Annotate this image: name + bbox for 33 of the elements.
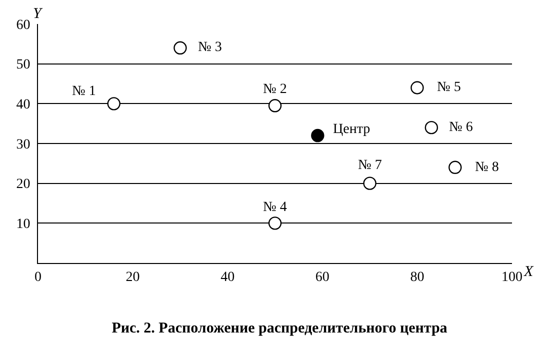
point <box>410 81 424 94</box>
point <box>107 97 120 110</box>
y-tick-label: 20 <box>16 177 30 192</box>
x-axis-title: X <box>523 264 534 280</box>
annotation: № 7 <box>358 158 382 173</box>
text: Рис. 2. Расположение распределительного центра <box>112 320 448 337</box>
y-tick-label: 50 <box>16 58 30 73</box>
annotation: № 1 <box>72 84 96 99</box>
y-axis-title: Y <box>33 6 43 22</box>
y-tick-label: 30 <box>16 137 30 152</box>
annotation: № 5 <box>437 80 461 95</box>
x-tick-label: 0 <box>34 270 42 285</box>
point <box>448 160 462 174</box>
point <box>424 120 438 134</box>
y-tick-label: 60 <box>16 18 30 33</box>
point <box>268 216 282 230</box>
y-tick-label: 10 <box>16 217 30 232</box>
annotation: Центр <box>333 122 370 137</box>
point <box>174 41 187 54</box>
point <box>363 176 376 190</box>
point <box>311 128 324 142</box>
x-tick-label: 80 <box>410 270 424 285</box>
x-tick-label: 60 <box>315 270 330 285</box>
x-tick-label: 100 <box>502 270 522 285</box>
annotation: № 8 <box>475 160 499 175</box>
x-tick-label: 40 <box>220 270 235 285</box>
annotation: № 6 <box>449 120 473 135</box>
annotation: № 4 <box>263 200 287 215</box>
annotation: № 3 <box>198 40 222 55</box>
x-tick-label: 20 <box>126 270 140 285</box>
y-tick-label: 40 <box>16 98 30 113</box>
annotation: № 2 <box>263 82 287 97</box>
point <box>268 99 282 112</box>
